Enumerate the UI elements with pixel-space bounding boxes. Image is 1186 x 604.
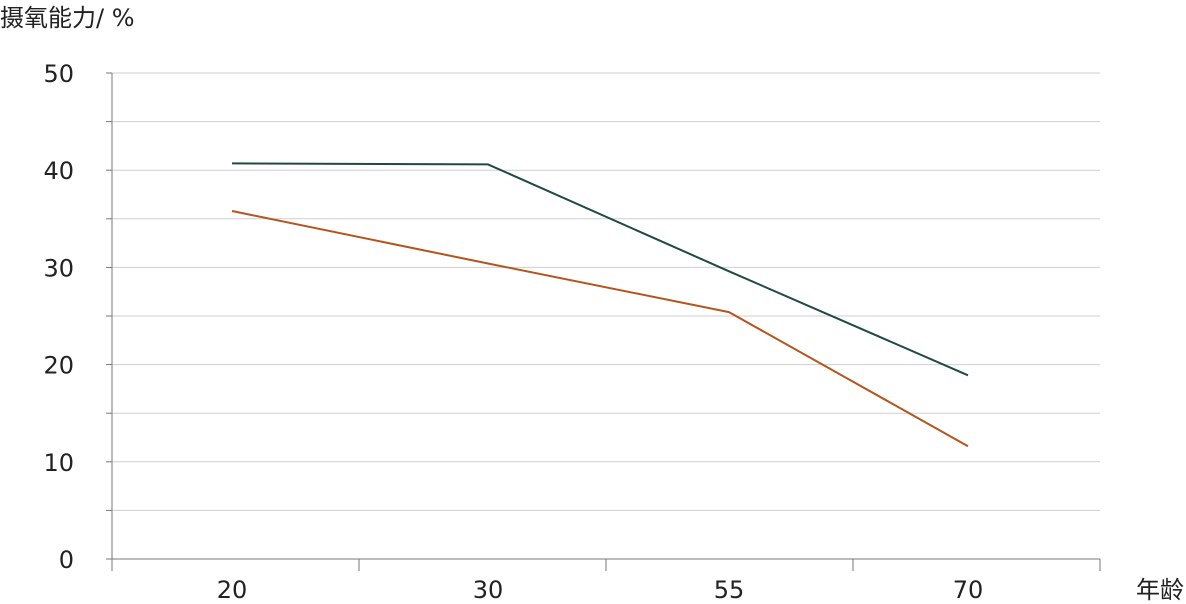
grid-lines [112,72,1100,511]
y-tick-label: 30 [43,254,74,282]
axis-ticks: 0 10 20 30 40 50 20 30 55 70 [43,60,1101,604]
x-tick-label: 30 [473,576,504,604]
series-lines [231,162,969,448]
y-tick-label: 0 [59,546,74,574]
y-tick-label: 10 [43,449,74,477]
y-tick-label: 50 [43,60,74,88]
x-tick-label: 70 [953,576,984,604]
series-line-2 [231,210,969,448]
x-tick-label: 55 [714,576,745,604]
y-axis-title: 摄氧能力/ % [0,4,135,32]
series-line-1 [231,162,969,377]
x-tick-label: 20 [217,576,248,604]
x-axis-title: 年龄 [1136,576,1184,604]
y-tick-label: 40 [43,157,74,185]
y-tick-label: 20 [43,352,74,380]
